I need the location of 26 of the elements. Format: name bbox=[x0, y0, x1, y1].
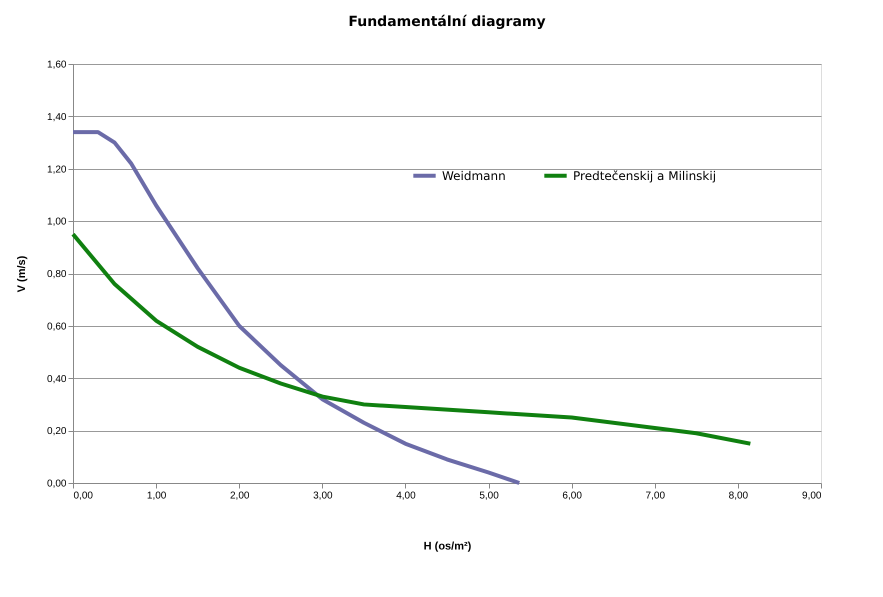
y-tick-label: 1,60 bbox=[47, 60, 67, 70]
x-tick-label: 1,00 bbox=[146, 490, 167, 502]
x-tick-label: 3,00 bbox=[313, 490, 333, 502]
line-series bbox=[71, 232, 752, 446]
chart-title: Fundamentální diagramy bbox=[348, 14, 546, 30]
y-tick-label: 0,60 bbox=[47, 321, 67, 332]
y-tick-label: 0,20 bbox=[47, 426, 67, 438]
y-tick-label: 1,00 bbox=[47, 216, 67, 228]
x-tick-label: 6,00 bbox=[562, 490, 582, 502]
line-series bbox=[71, 130, 522, 485]
x-tick-label: 9,00 bbox=[802, 490, 822, 502]
y-tick-label: 0,00 bbox=[47, 478, 67, 490]
y-tick-label: 1,40 bbox=[47, 112, 67, 123]
x-tick-label: 2,00 bbox=[230, 490, 250, 502]
y-tick-label: 1,20 bbox=[47, 164, 67, 176]
y-tick-label: 0,80 bbox=[47, 269, 67, 280]
legend-label: Predtečenskij a Milinskij bbox=[573, 168, 716, 183]
x-axis-title: H (os/m²) bbox=[424, 540, 472, 552]
y-axis-title: V (m/s) bbox=[16, 255, 28, 292]
x-tick-label: 5,00 bbox=[479, 490, 500, 502]
x-tick-label: 0,00 bbox=[74, 490, 94, 502]
x-tick-label: 4,00 bbox=[396, 490, 416, 502]
legend-label: Weidmann bbox=[442, 168, 506, 183]
y-tick-label: 0,40 bbox=[47, 374, 67, 385]
x-tick-label: 7,00 bbox=[646, 490, 666, 502]
x-tick-label: 8,00 bbox=[728, 490, 749, 502]
